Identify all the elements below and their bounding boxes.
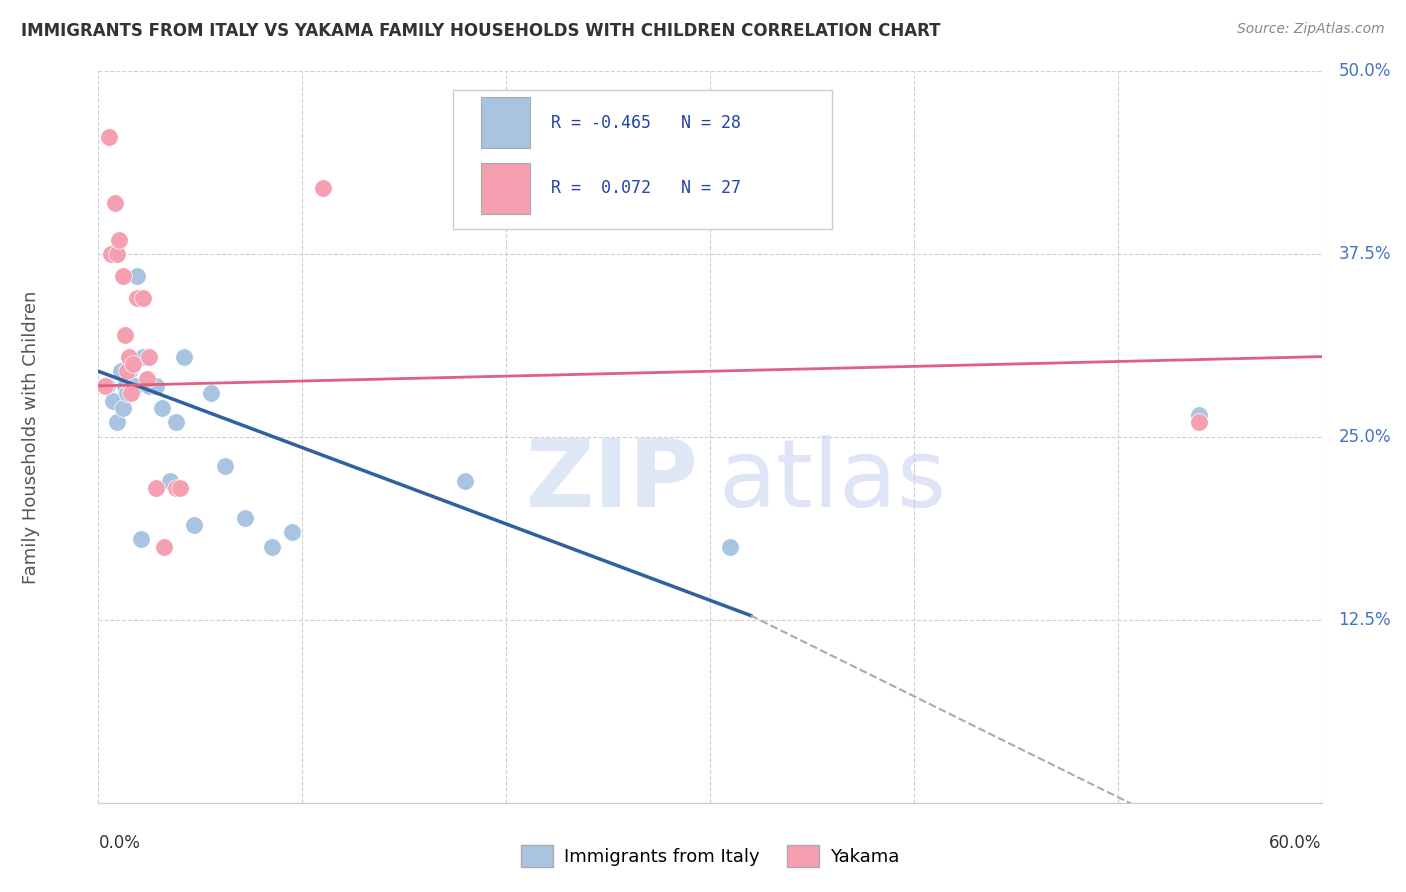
Text: 0.0%: 0.0% [98,834,141,852]
Point [105,247,128,261]
Point [129,533,152,547]
Point [281,525,304,540]
Point [152,540,174,554]
Legend: Immigrants from Italy, Yakama: Immigrants from Italy, Yakama [513,838,907,874]
Point [122,357,145,371]
Point [120,379,142,393]
Point [200,386,222,401]
Point [104,196,127,211]
FancyBboxPatch shape [453,89,832,228]
Text: atlas: atlas [718,435,946,527]
Point [136,371,159,385]
Point [312,181,335,195]
Point [105,416,128,430]
Point [150,401,173,415]
Point [159,474,181,488]
Point [132,291,155,305]
Point [165,481,187,495]
Point [132,350,155,364]
Point [93,379,115,393]
Point [1188,408,1211,422]
Point [214,459,236,474]
Point [718,540,742,554]
Point [114,327,136,342]
Point [118,350,141,364]
Point [100,247,122,261]
Text: R = -0.465   N = 28: R = -0.465 N = 28 [551,113,741,131]
Point [101,393,124,408]
Point [173,350,195,364]
Point [118,364,141,378]
Text: 50.0%: 50.0% [1339,62,1391,80]
Text: 37.5%: 37.5% [1339,245,1391,263]
Point [115,386,138,401]
Point [165,416,187,430]
Point [97,130,120,145]
Text: IMMIGRANTS FROM ITALY VS YAKAMA FAMILY HOUSEHOLDS WITH CHILDREN CORRELATION CHAR: IMMIGRANTS FROM ITALY VS YAKAMA FAMILY H… [21,22,941,40]
Bar [481,162,530,214]
Text: 12.5%: 12.5% [1339,611,1391,629]
Point [138,379,160,393]
Point [111,269,134,284]
Text: 25.0%: 25.0% [1339,428,1391,446]
Bar [481,97,530,148]
Point [127,269,149,284]
Text: Family Households with Children: Family Households with Children [22,291,41,583]
Point [108,233,131,247]
Point [120,386,142,401]
Text: 60.0%: 60.0% [1270,834,1322,852]
Point [169,481,191,495]
Point [233,510,256,524]
Point [96,379,118,393]
Point [145,481,167,495]
Point [114,379,136,393]
Point [1188,416,1211,430]
Point [145,379,167,393]
Point [260,540,283,554]
Point [474,181,498,195]
Point [111,401,134,415]
Point [138,350,160,364]
Point [115,364,138,378]
Text: R =  0.072   N = 27: R = 0.072 N = 27 [551,179,741,197]
Text: Source: ZipAtlas.com: Source: ZipAtlas.com [1237,22,1385,37]
Point [183,517,205,532]
Text: ZIP: ZIP [526,435,699,527]
Point [127,291,149,305]
Point [110,364,132,378]
Point [124,379,146,393]
Point [454,474,477,488]
